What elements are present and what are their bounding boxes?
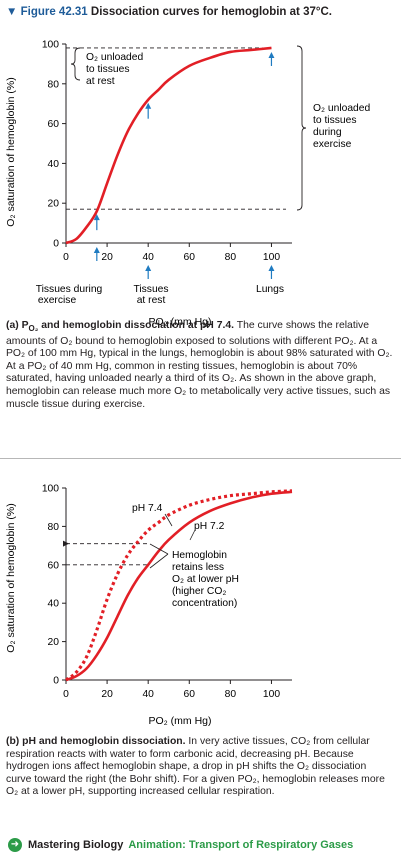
chart-a-y-tick-label: 20 [48,199,60,210]
triangle-icon: ▼ [6,6,18,18]
exercise-bracket-line-1: O₂ unloaded [313,103,371,114]
chart-a-x-tick-label: 40 [142,252,154,263]
chart-b-x-tick-label: 0 [63,689,69,700]
chart-a-y-tick-label: 60 [48,119,60,130]
figure-title-text: Dissociation curves for hemoglobin at 37… [90,6,332,18]
arrow-rest-curve-head [145,102,152,109]
chart-a-y-tick-label: 80 [48,79,60,90]
chart-b-y-tick-label: 60 [48,560,60,571]
chart-b-y-tick-label: 100 [42,484,59,495]
chart-b-y-tick-label: 40 [48,599,60,610]
tissues-exercise-line-1: Tissues during [36,284,103,295]
chart-b-x-tick-label: 80 [225,689,237,700]
footer-brand: Mastering Biology [28,839,124,851]
chart-b-x-tick-label: 60 [184,689,196,700]
chart-a-x-tick-label: 60 [184,252,196,263]
hemoglobin-note-1: Hemoglobin [172,550,227,561]
arrow-right-icon: ➜ [8,838,22,852]
chart-b-y-tick-label: 0 [53,676,59,687]
footer-animation-link[interactable]: Animation: Transport of Respiratory Gase… [128,839,354,851]
x-axis-label: PO₂ (mm Hg) [149,316,212,328]
rest-bracket-line-3: at rest [86,76,115,87]
tissues-rest-line-1: Tissues [133,284,168,295]
rest-bracket-line-2: to tissues [86,64,130,75]
arrow-exercise-axis-head [93,247,100,253]
caption-b: (b) pH and hemoglobin dissociation. In v… [6,736,394,799]
chart-a-x-tick-label: 80 [225,252,237,263]
chart-a: O₂ saturation of hemoglobin (%) 0 20 40 60 8… [5,40,371,329]
chart-b: O₂ saturation of hemoglobin (%) 0 20 40 60 8… [5,484,293,727]
series-label-ph74: pH 7.4 [132,503,163,514]
label-leader-ph72 [189,529,196,541]
tissues-exercise-line-2: exercise [38,295,77,306]
curve-ph72 [65,490,293,682]
exercise-bracket-line-3: during [313,127,342,138]
exercise-bracket-line-4: exercise [313,139,352,150]
chart-a-x-tick-label: 100 [263,252,280,263]
chart-b-x-tick-label: 40 [142,689,154,700]
label-leader-ph74 [164,513,173,527]
y-axis-label: O₂ saturation of hemoglobin (%) [5,77,17,226]
bracket-rest [70,47,81,81]
caption-b-body: In very active tissues, CO₂ from cellula… [6,736,385,798]
chart-b-y-tick-label: 20 [48,637,60,648]
comparison-marker [63,540,69,547]
caption-a: (a) PO₂ and hemoglobin dissociation at p… [6,320,394,411]
hemoglobin-note-3: O₂ at lower pH [172,574,239,585]
curve-ph74 [65,489,293,682]
chart-b-x-tick-label: 20 [101,689,113,700]
bracket-exercise [296,45,307,211]
series-label-ph72: pH 7.2 [194,521,225,532]
arrow-lungs-axis-head [268,265,275,271]
hemoglobin-note-4: (higher CO₂ [172,586,226,597]
hemoglobin-note-2: retains less [172,562,224,573]
rest-bracket-line-1: O₂ unloaded [86,52,144,63]
x-axis-label-b: PO₂ (mm Hg) [149,715,212,727]
chart-a-y-tick-label: 0 [53,239,59,250]
dissociation-curve [65,46,272,245]
hemoglobin-note-5: concentration) [172,598,237,609]
arrow-exercise-curve-head [93,214,100,221]
y-axis-label-b: O₂ saturation of hemoglobin (%) [5,503,17,652]
divider [0,458,401,459]
figure-title: ▼ Figure 42.31 Dissociation curves for h… [6,6,332,18]
chart-a-x-tick-label: 20 [101,252,113,263]
arrow-lungs-curve-head [268,51,275,58]
note-leader [149,543,169,555]
lungs-label: Lungs [256,284,284,295]
figure-label: Figure 42.31 [20,6,88,18]
chart-b-y-tick-label: 80 [48,522,60,533]
note-leader-2 [149,553,169,569]
arrow-rest-axis-head [145,265,152,271]
chart-a-y-tick-label: 100 [42,40,59,51]
caption-b-lead: (b) pH and hemoglobin dissociation. [6,736,186,747]
footer-link[interactable]: ➜ Mastering Biology Animation: Transport… [8,838,353,852]
chart-b-x-tick-label: 100 [263,689,280,700]
caption-a-body: The curve shows the relative amounts of … [6,320,393,410]
tissues-rest-line-2: at rest [137,295,166,306]
chart-a-x-tick-label: 0 [63,252,69,263]
exercise-bracket-line-2: to tissues [313,115,357,126]
chart-a-y-tick-label: 40 [48,159,60,170]
caption-a-lead: (a) PO₂ and hemoglobin dissociation at p… [6,320,235,334]
